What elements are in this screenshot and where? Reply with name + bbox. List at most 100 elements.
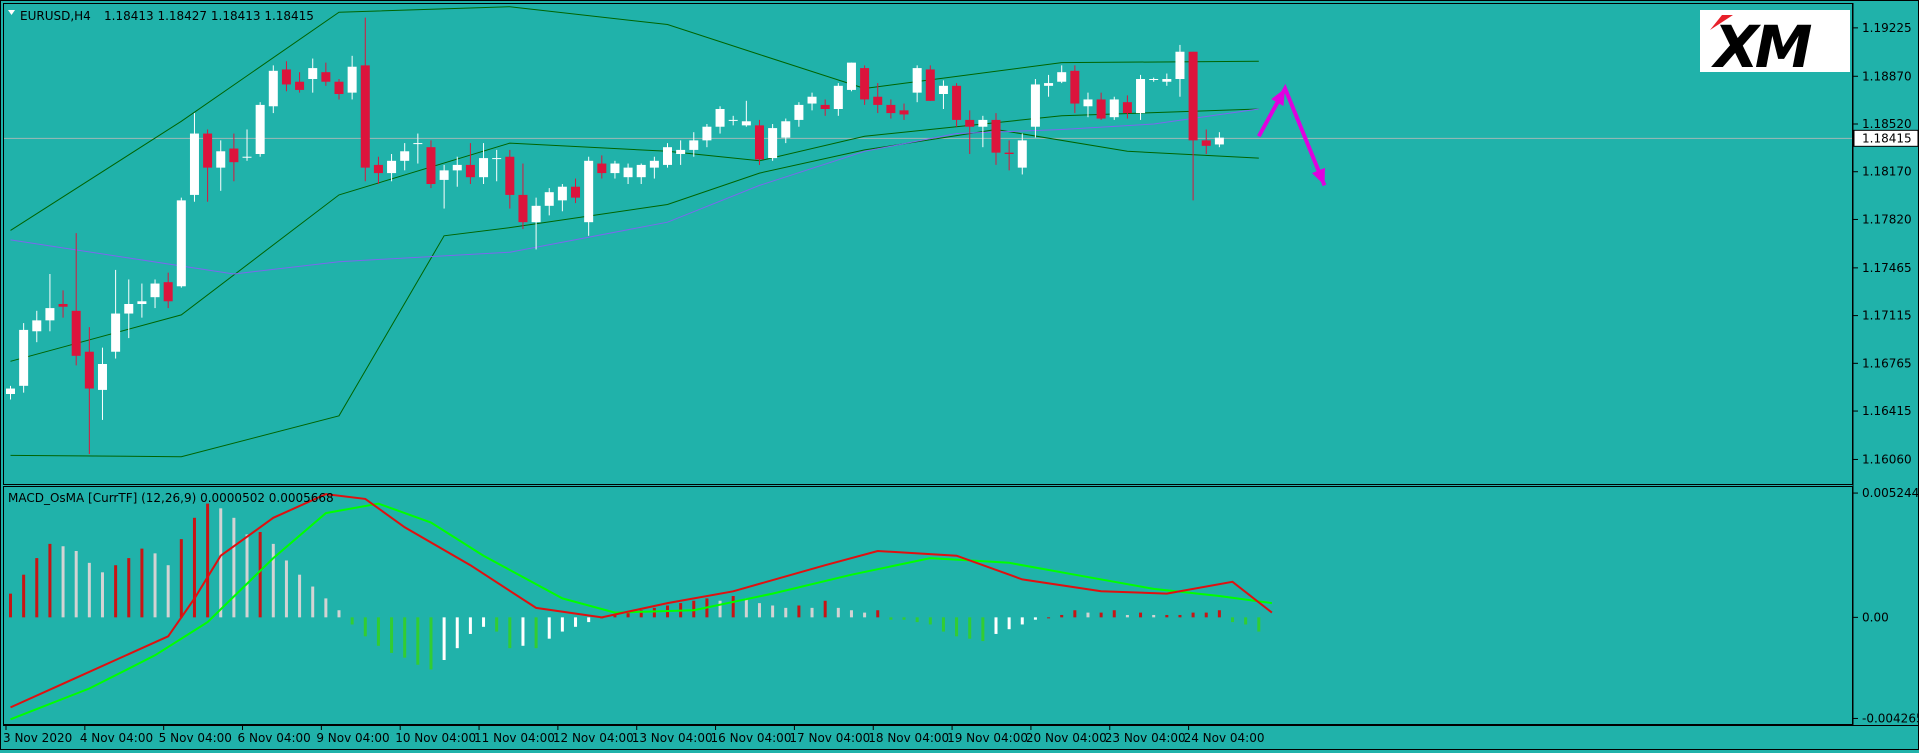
candle-body [1149, 79, 1159, 80]
macd-histogram-bar [1191, 612, 1195, 618]
candle-body [938, 85, 948, 94]
candle-body [124, 304, 134, 314]
candle [1030, 79, 1040, 138]
candle [544, 188, 554, 216]
price-axis: 1.19225 1.18870 1.18520 1.18170 1.17820 1.174… [1853, 21, 1919, 466]
candle-body [255, 104, 265, 154]
price-tick-label: 1.18870 [1862, 69, 1912, 83]
candle [45, 274, 55, 332]
candle [281, 61, 291, 92]
candle [58, 290, 68, 318]
candle-body [610, 163, 620, 174]
candle [492, 149, 502, 182]
candle [19, 323, 29, 393]
macd-histogram-bar [1244, 617, 1248, 625]
candle [768, 124, 778, 161]
time-tick-label: 17 Nov 04:00 [789, 731, 870, 745]
candle [308, 58, 318, 93]
macd-histogram-bar [284, 560, 288, 618]
candle-body [663, 147, 672, 165]
macd-histogram-bar [797, 605, 801, 618]
macd-histogram-bar [22, 574, 26, 618]
macd-histogram-bar [955, 617, 959, 637]
candle-body [465, 164, 475, 178]
candle-body [1122, 102, 1132, 114]
candle-body [505, 156, 515, 195]
candle-body [794, 104, 804, 120]
candle-body [334, 81, 344, 94]
macd-histogram-bar [311, 586, 315, 618]
candle-body [6, 388, 15, 394]
price-tick-label: 1.16060 [1862, 452, 1912, 466]
time-tick-label: 12 Nov 04:00 [553, 731, 634, 745]
candle [439, 164, 449, 209]
candle-body [1017, 140, 1027, 168]
candle-body [781, 121, 791, 138]
candle [71, 233, 81, 366]
candle [571, 178, 581, 204]
macd-histogram-bar [1165, 614, 1169, 618]
macd-histogram-bar [771, 605, 775, 618]
candle [203, 129, 213, 202]
candle [426, 140, 436, 189]
symbol-label[interactable]: EURUSD,H4 [20, 9, 91, 23]
candle [400, 143, 410, 171]
candle-body [978, 119, 988, 127]
candle-body [531, 205, 541, 223]
candle [886, 99, 896, 119]
candle [820, 99, 830, 116]
candle-body [216, 151, 226, 168]
time-tick-label: 19 Nov 04:00 [947, 731, 1028, 745]
macd-histogram-bar [836, 607, 840, 618]
candle-body [58, 304, 68, 307]
candle [1214, 132, 1224, 148]
candle [347, 55, 357, 100]
macd-axis: 0.0052441 0.00 -0.0042655 [1853, 486, 1919, 725]
macd-histogram-bar [1125, 614, 1129, 618]
candle [531, 197, 541, 250]
macd-histogram-bar [902, 617, 906, 620]
candle-body [137, 301, 147, 304]
candle [584, 156, 594, 236]
macd-histogram-bar [455, 617, 459, 649]
candle [150, 279, 160, 309]
macd-histogram-bar [390, 617, 394, 653]
macd-histogram-bar [626, 612, 630, 618]
candle [965, 110, 975, 154]
candle-body [281, 69, 291, 85]
bollinger-upper-line [10, 6, 1259, 231]
candle [1109, 96, 1119, 120]
candle-body [163, 282, 173, 302]
macd-histogram-bar [35, 558, 39, 618]
macd-histogram-bar [166, 565, 170, 618]
macd-tick-label: -0.0042655 [1862, 711, 1919, 725]
candle [505, 149, 515, 209]
candle-body [452, 164, 462, 171]
macd-histogram-bar [1152, 614, 1156, 618]
candle [1136, 74, 1146, 120]
macd-histogram-bar [363, 617, 367, 637]
time-tick-label: 9 Nov 04:00 [316, 731, 389, 745]
candle-body [991, 119, 1001, 153]
candle [873, 83, 883, 114]
dropdown-triangle-icon[interactable] [8, 10, 15, 15]
macd-histogram-bar [744, 598, 748, 618]
macd-histogram-bar [823, 600, 827, 618]
macd-histogram-bar [1020, 617, 1024, 625]
candle [610, 160, 620, 179]
macd-histogram-bar [547, 617, 551, 639]
candle [978, 115, 988, 148]
candle [781, 118, 791, 144]
forecast-arrow-line [1257, 83, 1327, 187]
candle-body [728, 119, 738, 121]
time-tick-label: 16 Nov 04:00 [711, 731, 792, 745]
macd-label: MACD_OsMA [CurrTF] (12,26,9) 0.0000502 0… [8, 491, 334, 505]
candle-body [1070, 70, 1080, 104]
candle-body [768, 128, 778, 159]
macd-tick-label: 0.00 [1862, 610, 1889, 624]
candle-body [571, 186, 581, 198]
macd-histogram-bar [1086, 612, 1090, 618]
candle [952, 83, 962, 127]
